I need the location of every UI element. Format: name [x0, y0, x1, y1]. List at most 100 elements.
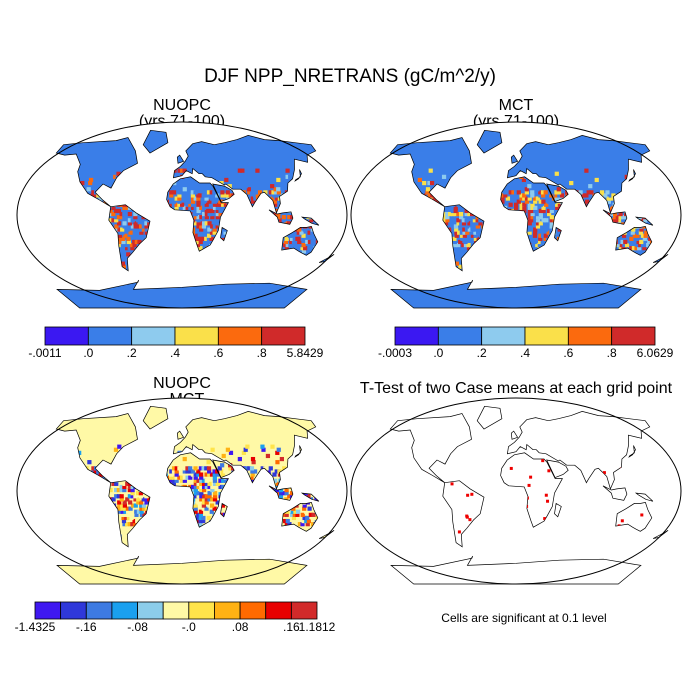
grid-cell [126, 236, 131, 241]
significant-cell [602, 471, 606, 475]
grid-cell [647, 239, 652, 245]
grid-cell [207, 481, 212, 486]
grid-cell [201, 466, 206, 471]
panel-title: MCT [499, 97, 534, 114]
grid-cell [257, 190, 263, 195]
grid-cell [128, 230, 133, 235]
grid-cell [198, 512, 203, 517]
grid-cell [300, 236, 305, 241]
grid-cell [193, 236, 198, 241]
grid-cell [220, 503, 226, 508]
grid-cell [116, 494, 122, 499]
grid-cell [196, 199, 201, 204]
grid-cell [185, 199, 190, 204]
grid-cell [586, 190, 591, 195]
grid-cell [252, 193, 258, 198]
grid-cell [185, 202, 190, 207]
grid-cell [139, 509, 144, 514]
grid-cell [599, 177, 605, 183]
grid-cell [193, 487, 198, 493]
grid-cell [552, 205, 557, 210]
grid-cell [169, 469, 174, 474]
coastline [55, 129, 335, 309]
grid-cell [132, 239, 137, 245]
grid-cell [116, 171, 121, 176]
grid-cell [291, 239, 297, 245]
grid-cell [278, 491, 284, 496]
grid-cell [204, 215, 209, 220]
grid-cell [174, 196, 179, 201]
grid-cell [527, 205, 532, 210]
grid-cell [121, 264, 126, 269]
grid-cell [543, 190, 548, 195]
grid-cell [127, 522, 132, 527]
grid-cell [204, 494, 209, 499]
grid-cell [543, 227, 549, 232]
grid-cell [640, 242, 645, 248]
grid-cell [174, 469, 179, 474]
grid-cell [125, 211, 130, 217]
grid-cell [193, 494, 198, 499]
note: Cells are significant at 0.1 level [441, 611, 606, 625]
grid-cell [206, 233, 212, 238]
grid-cell [291, 515, 297, 521]
grid-cell [133, 494, 138, 499]
grid-cell [87, 460, 92, 465]
grid-cell [141, 503, 147, 508]
grid-cell [114, 224, 119, 229]
grid-cell [302, 227, 307, 232]
grid-cell [98, 472, 103, 477]
grid-cell [209, 236, 214, 241]
grid-cell [180, 168, 185, 173]
grid-cell [169, 202, 174, 207]
grid-cell [549, 218, 554, 223]
grid-cell [274, 469, 279, 474]
grid-cell [615, 239, 620, 245]
grid-cell [220, 230, 225, 235]
grid-cell [269, 196, 274, 201]
grid-cell [432, 196, 437, 201]
grid-cell [212, 506, 217, 511]
grid-cell [215, 208, 220, 214]
grid-cell [284, 236, 289, 241]
grid-cell [193, 475, 198, 480]
grid-cell [212, 227, 217, 232]
grid-cell [135, 518, 140, 524]
grid-cell [122, 246, 127, 251]
grid-cell [193, 484, 198, 490]
grid-cell [185, 466, 190, 471]
grid-cell [199, 227, 204, 232]
grid-cell [535, 242, 540, 248]
grid-cell [451, 168, 456, 173]
panel-title: T-Test of two Case means at each grid po… [360, 380, 673, 397]
grid-cell [290, 233, 295, 238]
grid-cell [533, 196, 538, 201]
grid-cell [538, 202, 543, 207]
grid-cell [122, 221, 127, 226]
grid-cell [123, 233, 128, 238]
grid-cell [138, 500, 144, 505]
grid-cell [195, 239, 201, 245]
grid-cell [615, 215, 620, 220]
grid-cell [201, 503, 206, 508]
grid-cell [193, 205, 198, 210]
grid-cell [218, 484, 223, 490]
grid-cell [182, 205, 187, 210]
grid-cell [196, 208, 201, 214]
grid-cell [273, 187, 278, 192]
grid-cell [218, 199, 223, 204]
grid-cell [196, 202, 201, 207]
grid-cell [210, 208, 215, 214]
colorbar-box [217, 326, 263, 346]
grid-cell [138, 224, 144, 229]
grid-cell [538, 211, 543, 217]
grid-cell [554, 193, 559, 198]
grid-cell [174, 202, 179, 207]
grid-cell [639, 239, 644, 245]
grid-cell [171, 469, 177, 474]
grid-cell [270, 184, 275, 189]
grid-cell [442, 218, 447, 223]
grid-cell [450, 211, 455, 217]
grid-cell [272, 199, 277, 204]
grid-cell [555, 202, 560, 207]
